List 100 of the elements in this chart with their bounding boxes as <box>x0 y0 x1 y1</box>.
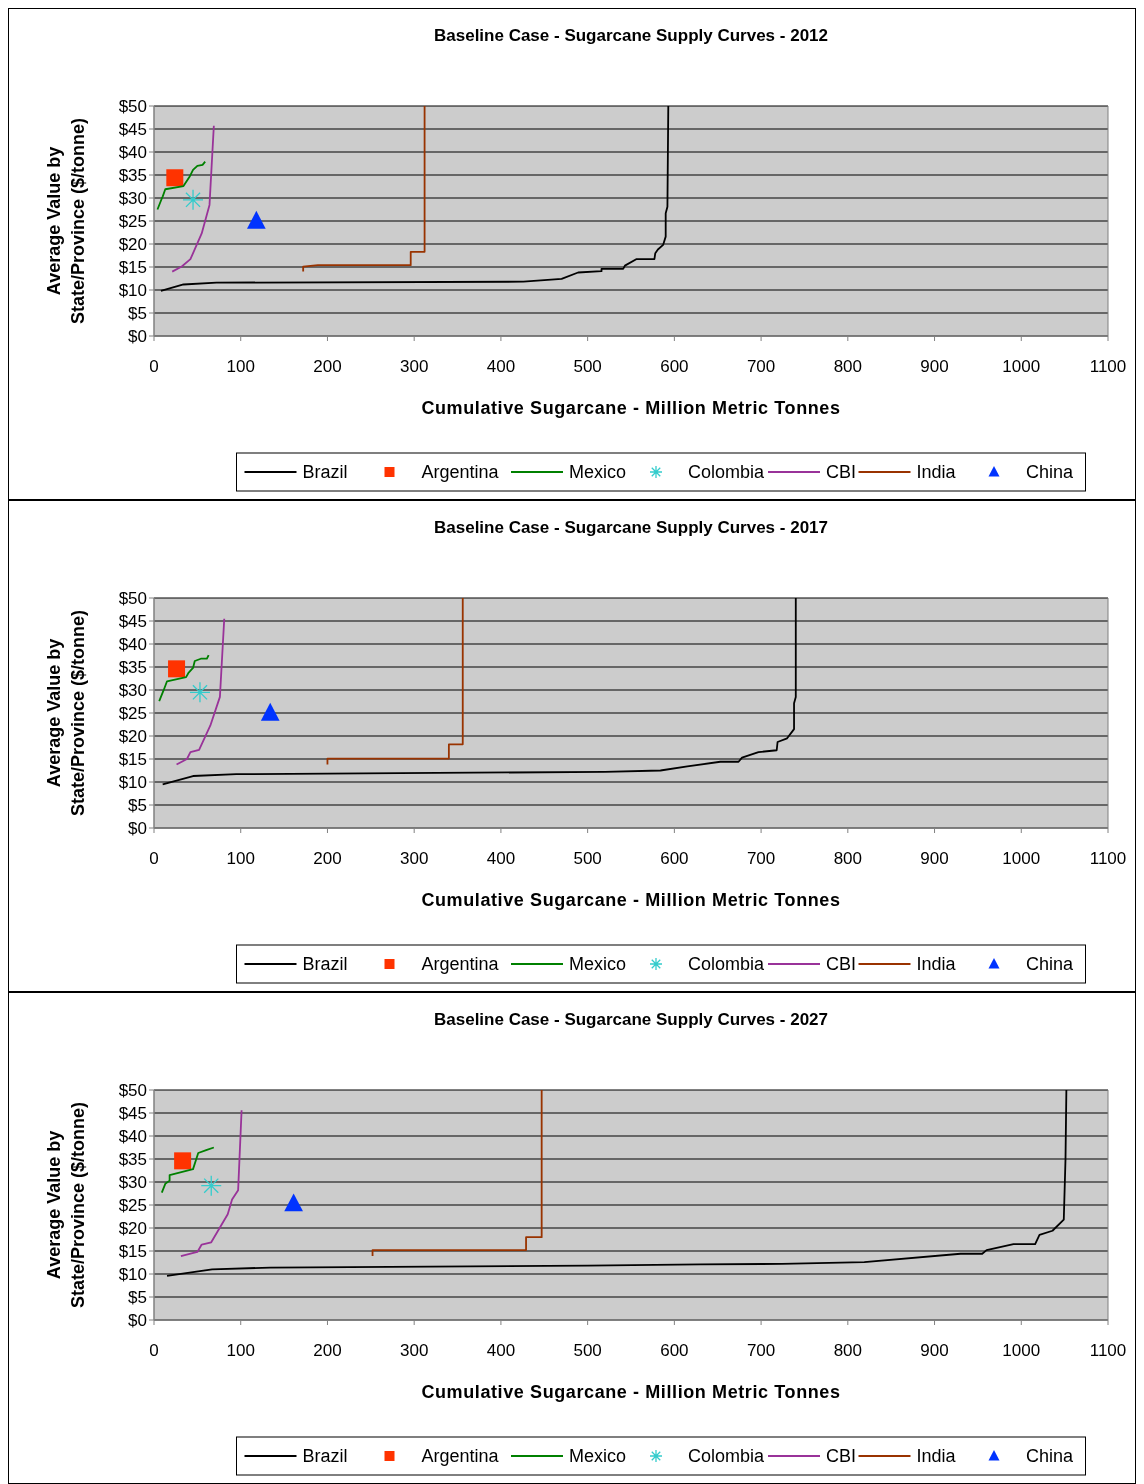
chart-title: Baseline Case - Sugarcane Supply Curves - 2012 <box>433 26 829 45</box>
x-tick-label: 600 <box>660 849 689 868</box>
x-tick-label: 800 <box>833 357 863 376</box>
x-tick-label: 500 <box>573 357 602 376</box>
legend-label: Brazil <box>302 954 348 975</box>
x-tick-label: 200 <box>313 357 342 376</box>
line-series <box>158 654 210 702</box>
x-tick-label: 800 <box>833 849 863 868</box>
y-tick-label: $0 <box>128 1310 147 1330</box>
y-tick-label: $45 <box>118 611 147 631</box>
x-tick-label: 400 <box>486 357 516 376</box>
legend-label: CBI <box>826 1446 857 1467</box>
legend-label: Mexico <box>569 462 627 483</box>
x-tick-label: 400 <box>486 1341 516 1360</box>
x-tick-label: 100 <box>226 849 255 868</box>
x-tick-label: 900 <box>920 1341 949 1360</box>
y-axis-title: Average Value by State/Province ($/tonne) <box>44 609 88 817</box>
y-tick-label: $5 <box>128 795 147 815</box>
legend-label: China <box>1026 954 1075 975</box>
y-axis-title: Average Value by State/Province ($/tonne) <box>44 117 88 325</box>
legend-label: Brazil <box>302 462 348 483</box>
y-tick-label: $20 <box>118 234 147 254</box>
line-series <box>156 160 207 211</box>
legend-label: Colombia <box>688 954 766 975</box>
x-tick-label: 900 <box>920 849 949 868</box>
legend-label: Argentina <box>421 462 500 483</box>
y-tick-label: $25 <box>118 211 147 231</box>
y-tick-label: $25 <box>118 1195 147 1215</box>
y-tick-label: $0 <box>128 818 147 838</box>
x-tick-label: 700 <box>746 849 776 868</box>
x-tick-label: 600 <box>660 357 689 376</box>
x-tick-label: 1100 <box>1089 1341 1127 1360</box>
point <box>284 1193 303 1212</box>
legend-label: Argentina <box>421 1446 500 1467</box>
line-series <box>302 105 426 273</box>
legend-label: Brazil <box>302 1446 348 1467</box>
x-tick-label: 300 <box>399 849 429 868</box>
y-tick-label: $35 <box>118 1149 147 1169</box>
x-tick-label: 100 <box>226 1341 255 1360</box>
y-tick-label: $20 <box>118 1218 147 1238</box>
line-series <box>179 1109 243 1257</box>
y-tick-label: $5 <box>128 1287 147 1307</box>
y-tick-label: $35 <box>118 657 147 677</box>
y-tick-label: $50 <box>118 1080 147 1100</box>
x-tick-label: 100 <box>226 357 255 376</box>
y-tick-label: $45 <box>118 1103 147 1123</box>
y-tick-label: $30 <box>118 680 147 700</box>
legend-label: Colombia <box>688 1446 766 1467</box>
point <box>246 210 266 229</box>
x-tick-label: 800 <box>833 1341 863 1360</box>
x-tick-label: 0 <box>149 357 159 376</box>
y-tick-label: $20 <box>118 726 147 746</box>
y-tick-label: $15 <box>118 257 147 277</box>
legend-label: Mexico <box>569 954 627 975</box>
x-axis-title: Cumulative Sugarcane - Million Metric Tonnes <box>421 1382 841 1402</box>
x-tick-label: 300 <box>399 1341 429 1360</box>
x-axis-title: Cumulative Sugarcane - Million Metric Tonnes <box>421 890 841 910</box>
legend-label: India <box>916 954 957 975</box>
y-tick-label: $35 <box>118 165 147 185</box>
x-tick-label: 700 <box>746 357 776 376</box>
point <box>182 189 204 211</box>
y-tick-label: $10 <box>118 1264 147 1284</box>
point <box>189 681 211 703</box>
y-tick-label: $0 <box>128 326 147 346</box>
legend-label: China <box>1026 1446 1075 1467</box>
x-axis-title: Cumulative Sugarcane - Million Metric Tonnes <box>421 398 841 418</box>
y-tick-label: $50 <box>118 588 147 608</box>
y-tick-label: $50 <box>118 96 147 116</box>
y-tick-label: $25 <box>118 703 147 723</box>
x-tick-label: 1000 <box>1002 849 1041 868</box>
x-tick-label: 1100 <box>1089 849 1127 868</box>
x-tick-label: 1000 <box>1002 1341 1041 1360</box>
x-tick-label: 500 <box>573 849 602 868</box>
line-series <box>171 124 215 273</box>
y-tick-label: $15 <box>118 1241 147 1261</box>
chart-title: Baseline Case - Sugarcane Supply Curves - 2027 <box>433 1010 829 1029</box>
x-tick-label: 1100 <box>1089 357 1127 376</box>
x-tick-label: 500 <box>573 1341 602 1360</box>
chart-title: Baseline Case - Sugarcane Supply Curves - 2017 <box>433 518 829 537</box>
point <box>174 1152 192 1170</box>
x-tick-label: 0 <box>149 849 159 868</box>
y-tick-label: $40 <box>118 142 147 162</box>
y-tick-label: $10 <box>118 280 147 300</box>
line-series <box>160 1146 215 1194</box>
y-tick-label: $10 <box>118 772 147 792</box>
x-tick-label: 700 <box>746 1341 776 1360</box>
y-axis-title: Average Value by State/Province ($/tonne) <box>44 1101 88 1309</box>
legend-label: Argentina <box>421 954 500 975</box>
y-tick-label: $30 <box>118 1172 147 1192</box>
x-tick-label: 900 <box>920 357 949 376</box>
legend-label: India <box>916 1446 957 1467</box>
legend-label: Colombia <box>688 462 766 483</box>
line-series <box>326 597 464 766</box>
point <box>168 660 186 678</box>
point <box>260 702 280 721</box>
legend-label: China <box>1026 462 1075 483</box>
x-tick-label: 300 <box>399 357 429 376</box>
y-tick-label: $5 <box>128 303 147 323</box>
y-tick-label: $30 <box>118 188 147 208</box>
y-tick-label: $15 <box>118 749 147 769</box>
